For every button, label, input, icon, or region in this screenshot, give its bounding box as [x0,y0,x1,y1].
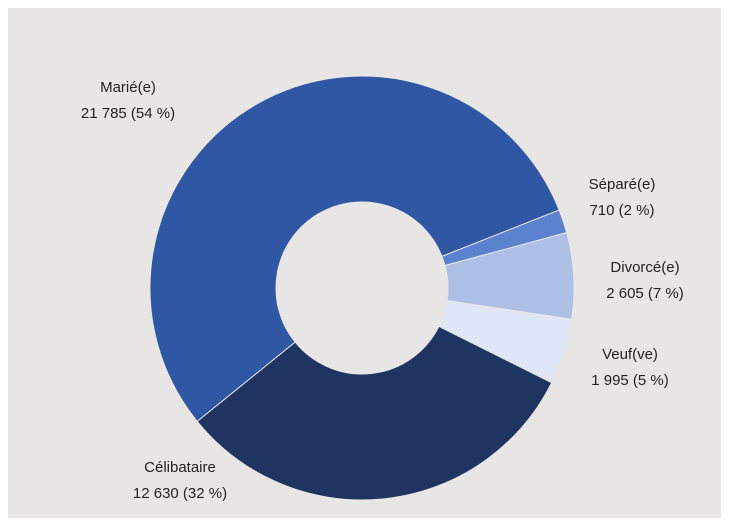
value-label: 12 630 (32 %) [133,485,227,502]
chart: Marié(e) 21 785 (54 %) Séparé(e) 710 (2 %) D… [0,0,729,522]
page: Marié(e) 21 785 (54 %) Séparé(e) 710 (2 %) D… [0,0,729,522]
slice-label: Célibataire [144,459,216,476]
value-label: 21 785 (54 %) [81,105,175,122]
slice-label: Séparé(e) [589,176,656,193]
slice-label: Divorcé(e) [610,259,679,276]
value-label: 2 605 (7 %) [606,285,684,302]
slice-label: Veuf(ve) [602,346,658,363]
value-label: 1 995 (5 %) [591,372,669,389]
slice-label: Marié(e) [100,79,156,96]
value-label: 710 (2 %) [589,202,654,219]
